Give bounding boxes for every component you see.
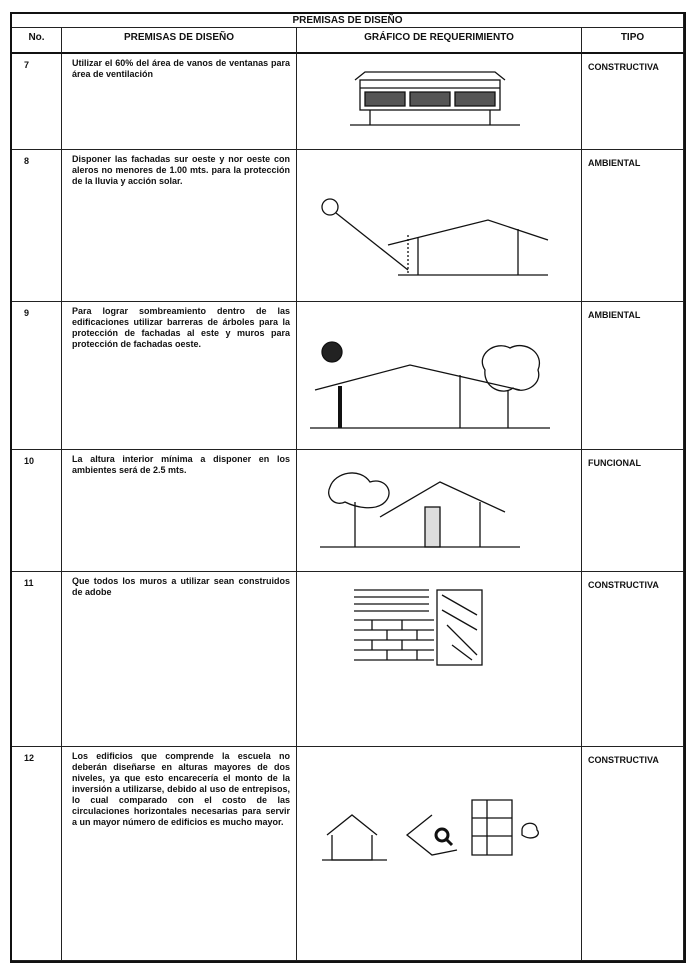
premise-text: Utilizar el 60% del área de vanos de ven… [62,54,297,150]
row-number: 12 [12,747,62,961]
row-number: 11 [12,572,62,747]
type-label: AMBIENTAL [582,150,684,302]
sketch-trees [310,341,550,429]
column-header: GRÁFICO DE REQUERIMIENTO [297,28,582,54]
graphic-cell [297,54,582,150]
type-label: CONSTRUCTIVA [582,572,684,747]
row-number: 8 [12,150,62,302]
type-label: CONSTRUCTIVA [582,54,684,150]
sketch-windows [350,71,520,126]
premise-text: Que todos los muros a utilizar sean cons… [62,572,297,747]
row-number: 9 [12,302,62,450]
sketch-height [320,472,520,548]
column-header: TIPO [582,28,684,54]
row-number: 10 [12,450,62,572]
type-label: FUNCIONAL [582,450,684,572]
column-header: PREMISAS DE DISEÑO [62,28,297,54]
type-label: AMBIENTAL [582,302,684,450]
row-number: 7 [12,54,62,150]
premise-text: Los edificios que comprende la escuela n… [62,747,297,961]
premise-text: La altura interior mínima a disponer en … [62,450,297,572]
sketch-adobe [354,589,483,666]
table-title: PREMISAS DE DISEÑO [12,14,684,28]
premise-text: Para lograr sombreamiento dentro de las … [62,302,297,450]
premise-text: Disponer las fachadas sur oeste y nor oe… [62,150,297,302]
sketch-eaves [321,198,549,276]
table: PREMISAS DE DISEÑO No. PREMISAS DE DISEÑO G… [10,12,686,963]
graphic-cell [297,572,582,747]
type-label: CONSTRUCTIVA [582,747,684,961]
graphic-cell [297,747,582,961]
column-header: No. [12,28,62,54]
graphic-cell [297,150,582,302]
graphic-cell [297,450,582,572]
graphic-cell [297,302,582,450]
sketch-levels [322,799,539,861]
